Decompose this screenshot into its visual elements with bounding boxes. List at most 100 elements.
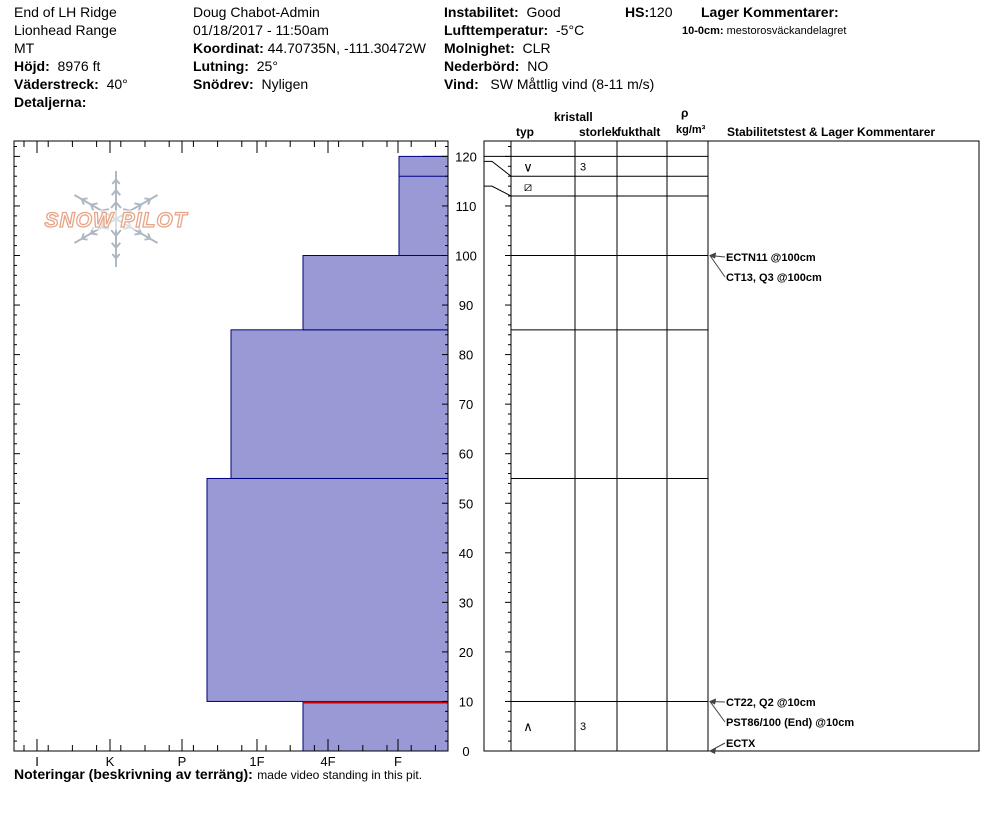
hardness-tick-label: K [106,754,115,769]
wind: Vind: SW Måttlig vind (8-11 m/s) [444,76,654,92]
observation-datetime: 01/18/2017 - 11:50am [193,22,329,38]
moisture-header: fukthalt [617,125,661,139]
state-name: MT [14,40,35,56]
rho-header: ρ [681,106,689,120]
precipitation: Nederbörd: NO [444,58,548,74]
snowflake-branch [111,178,117,185]
crystal-type-symbol: ∧ [523,719,533,734]
crystal-header: kristall [554,110,593,124]
aspect-value: 40° [106,76,128,92]
slope-label: Lutning: [193,58,249,74]
stability-arrow-head [709,748,716,754]
snowflake-branch [110,201,117,209]
hardness-layer [230,329,449,479]
drift-label: Snödrev: [193,76,254,92]
hardness-tick-label: 4F [320,754,335,769]
depth-tick-label: 30 [459,595,473,610]
range-name: Lionhead Range [14,22,117,38]
precip-label: Nederbörd: [444,58,520,74]
elevation: Höjd: 8976 ft [14,58,100,74]
snowpilot-logo: SNOW PILOT [40,171,192,267]
snowflake-branch [134,202,142,206]
row-connector [484,185,512,197]
snowflake-branch [81,237,88,241]
depth-tick-label: 50 [459,496,473,511]
stability-test-pointer [709,255,726,278]
snowflake-branch [90,202,98,206]
size-header: storlek [579,125,619,139]
hardness-tick-label: 1F [249,754,264,769]
wind-value: SW Måttlig vind (8-11 m/s) [490,76,655,92]
snowflake-branch [80,198,85,206]
hardness-axis: I K P 1F 4F F [23,141,436,769]
row-connector [484,160,512,177]
depth-tick-label: 90 [459,298,473,313]
depth-tick-label: 80 [459,348,473,363]
logo-band [40,210,192,230]
layer-comment-depth: 10-0cm: [682,25,724,37]
stability-test-label: ECTX [726,738,756,750]
layer-comment-text: mestorosväckandelagret [726,25,847,37]
instability-label: Instabilitet: [444,4,519,20]
drift: Snödrev: Nyligen [193,76,308,92]
stability-test-pointer [709,701,726,723]
hardness-layer [398,155,449,256]
airtemp-label: Lufttemperatur: [444,22,549,38]
hs-label: HS: [625,4,650,20]
hardness-layers [206,155,449,752]
snowflake-branch [110,229,117,237]
aspect-label: Väderstreck: [14,76,99,92]
snowflake-branch [110,242,117,249]
precip-value: NO [527,58,549,74]
logo-text: SNOW PILOT [45,209,189,232]
snowflake-branch [144,197,151,201]
coordinates: Koordinat: 44.70735N, -111.30472W [193,40,426,56]
crystal-type-symbol: ⧄ [524,179,532,194]
stability-header: Stabilitetstest & Lager Kommentarer [727,125,936,139]
stability-test-label: CT13, Q3 @100cm [726,272,822,284]
crystal-size-value: 3 [580,721,586,733]
location-name: End of LH Ridge [14,4,117,20]
hardness-tick-label: I [35,754,39,769]
notes-label: Noteringar (beskrivning av terräng): [14,766,253,782]
aspect: Väderstreck: 40° [14,76,128,92]
snowflake-branch [115,189,122,196]
table-layer-rows [484,155,708,702]
airtemp-value: -5°C [556,22,585,38]
notes: Noteringar (beskrivning av terräng): mad… [14,766,422,784]
hardness-layer [302,255,449,331]
stability-test-label: PST86/100 (End) @10cm [726,717,854,729]
coord-label: Koordinat: [193,40,264,56]
drift-value: Nyligen [261,76,309,92]
hardness-plot-frame [13,140,449,752]
snowflake-branch [147,232,152,240]
notes-text: made video standing in this pit. [257,768,423,782]
sky-cover: Molnighet: CLR [444,40,551,56]
hardness-layer [206,477,449,702]
crystal-symbols: ∨ 3 ⧄ ∧ 3 [523,159,586,734]
crystal-type-symbol: ∨ [523,159,533,174]
snowflake-branch [110,189,117,196]
snowflake-branch [115,253,121,260]
hardness-tick-label: F [394,754,402,769]
sky-label: Molnighet: [444,40,515,56]
snowflake-branch [134,232,142,236]
crystal-table-frame [483,140,980,752]
coord-value: 44.70735N, -111.30472W [267,40,426,56]
observer-name: Doug Chabot-Admin [193,4,320,20]
snowflake-branch [90,232,98,236]
type-header: typ [516,125,534,139]
hardness-layer [302,700,449,752]
depth-tick-label: 40 [459,546,473,561]
stability-tests: ECTN11 @100cm CT13, Q3 @100cm CT22, Q2 @10… [709,252,854,754]
sky-value: CLR [522,40,551,56]
air-temperature: Lufttemperatur: -5°C [444,22,584,38]
hardness-tick-label: P [178,754,187,769]
stability-test-label: CT22, Q2 @10cm [726,697,816,709]
layer-comment: 10-0cm: mestorosväckandelagret [682,25,846,37]
layer-comments-title: Lager Kommentarer: [701,4,839,20]
instability-value: Good [526,4,561,20]
stability-arrow-head [709,252,716,259]
snowflake-branch [115,242,122,249]
